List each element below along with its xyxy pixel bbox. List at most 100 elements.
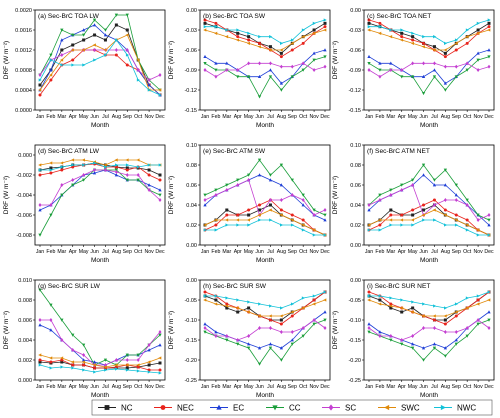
data-point-nwc bbox=[301, 28, 305, 32]
data-point-nwc bbox=[82, 163, 86, 167]
data-point-cc bbox=[81, 33, 86, 37]
data-point-nec bbox=[389, 213, 393, 217]
data-point-nc bbox=[38, 83, 42, 87]
data-point-swc bbox=[443, 314, 447, 318]
data-point-nwc bbox=[60, 165, 64, 169]
data-point-nwc bbox=[476, 294, 480, 298]
data-point-nec bbox=[158, 368, 162, 372]
data-point-nwc bbox=[82, 63, 86, 67]
data-point-nwc bbox=[280, 306, 284, 310]
data-point-sc bbox=[367, 68, 371, 72]
data-point-cc bbox=[279, 163, 284, 167]
data-point-swc bbox=[476, 31, 480, 35]
y-tick-label: 0.08 bbox=[186, 163, 197, 169]
series-line-cc bbox=[368, 164, 490, 221]
legend: NC NEC EC CC SC SWC NWC bbox=[91, 399, 493, 416]
data-point-nwc bbox=[225, 223, 229, 227]
y-tick-label: -0.002 bbox=[16, 173, 32, 179]
x-tick-label: Oct bbox=[299, 249, 308, 255]
y-tick-label: 0.002 bbox=[18, 358, 32, 364]
data-point-nc bbox=[114, 23, 118, 27]
data-point-swc bbox=[279, 213, 283, 217]
data-point-sc bbox=[400, 338, 404, 342]
data-point-swc bbox=[103, 365, 107, 369]
data-point-nec bbox=[214, 223, 218, 227]
data-point-swc bbox=[432, 208, 436, 212]
data-point-cc bbox=[487, 218, 491, 222]
data-point-swc bbox=[225, 304, 229, 308]
data-point-ec bbox=[49, 68, 53, 72]
y-axis-label: DRF (W m⁻²) bbox=[3, 41, 10, 79]
panel-title: (f) Sec-BrC ATM NET bbox=[367, 148, 430, 155]
data-point-nec bbox=[125, 168, 129, 172]
y-tick-label: 0.0000 bbox=[15, 108, 32, 114]
data-point-ec bbox=[410, 342, 415, 346]
data-point-nwc bbox=[125, 368, 130, 372]
data-point-sc bbox=[465, 203, 469, 207]
x-tick-label: Nov bbox=[144, 114, 154, 120]
data-point-ec bbox=[389, 61, 393, 65]
data-point-swc bbox=[136, 58, 140, 62]
data-point-nc bbox=[125, 366, 129, 370]
data-point-nwc bbox=[400, 28, 404, 32]
series-line-sc bbox=[40, 169, 161, 206]
data-point-ec bbox=[268, 178, 273, 182]
data-point-nec bbox=[290, 314, 294, 318]
data-point-ec bbox=[60, 38, 64, 42]
data-point-swc bbox=[465, 35, 469, 39]
data-point-nec bbox=[432, 198, 436, 202]
data-point-nec bbox=[82, 363, 86, 367]
data-point-sc bbox=[465, 61, 469, 66]
data-point-sc bbox=[136, 358, 140, 362]
data-point-sc bbox=[454, 198, 458, 202]
x-tick-label: Aug bbox=[112, 384, 121, 390]
data-point-nc bbox=[38, 360, 42, 364]
data-point-cc bbox=[136, 353, 140, 357]
data-point-nwc bbox=[323, 233, 327, 237]
legend-marker-nwc bbox=[440, 404, 446, 411]
data-point-nec bbox=[443, 55, 447, 59]
x-tick-label: Jun bbox=[90, 384, 98, 390]
x-tick-label: Apr bbox=[69, 384, 77, 390]
data-point-nwc bbox=[312, 21, 316, 25]
data-point-sc bbox=[443, 64, 447, 69]
data-point-nwc bbox=[147, 88, 151, 92]
data-point-nwc bbox=[411, 31, 415, 35]
data-point-nec bbox=[454, 314, 458, 318]
data-point-nwc bbox=[444, 306, 448, 310]
legend-marker-swc bbox=[384, 404, 390, 411]
data-point-sc bbox=[60, 338, 64, 342]
data-point-cc bbox=[81, 178, 86, 182]
series-line-swc bbox=[204, 209, 326, 236]
x-tick-label: Dec bbox=[155, 249, 165, 255]
chart-panel-1: 0.0000 0.0004 0.0008 0.0012 0.0016 0.0020 Jan F… bbox=[3, 8, 166, 129]
x-tick-label: Oct bbox=[463, 384, 472, 390]
y-tick-label: 0.00 bbox=[186, 278, 197, 284]
data-point-sc bbox=[103, 168, 107, 172]
series-line-swc bbox=[39, 34, 160, 91]
x-tick-label: Jul bbox=[431, 384, 438, 390]
series-line-cc bbox=[204, 319, 326, 365]
data-point-sc bbox=[258, 61, 262, 66]
data-point-ec bbox=[323, 310, 327, 314]
series-line-cc bbox=[39, 14, 161, 91]
data-point-ec bbox=[487, 223, 491, 227]
data-point-cc bbox=[60, 193, 64, 197]
x-tick-label: Jun bbox=[90, 249, 98, 255]
data-point-sc bbox=[411, 183, 415, 187]
data-point-sc bbox=[214, 74, 218, 79]
data-point-sc bbox=[323, 326, 327, 330]
data-point-nwc bbox=[378, 228, 382, 232]
data-point-swc bbox=[103, 48, 107, 52]
data-point-cc bbox=[465, 334, 469, 338]
data-point-swc bbox=[432, 48, 436, 52]
data-point-nc bbox=[279, 318, 283, 322]
data-point-nec bbox=[454, 48, 458, 52]
y-tick-label: -0.05 bbox=[184, 298, 197, 304]
legend-label-swc: SWC bbox=[401, 404, 420, 413]
x-tick-label: May bbox=[244, 249, 254, 255]
y-tick-label: 0.000 bbox=[18, 153, 32, 159]
data-point-nc bbox=[147, 168, 151, 172]
x-tick-label: Jan bbox=[36, 249, 44, 255]
